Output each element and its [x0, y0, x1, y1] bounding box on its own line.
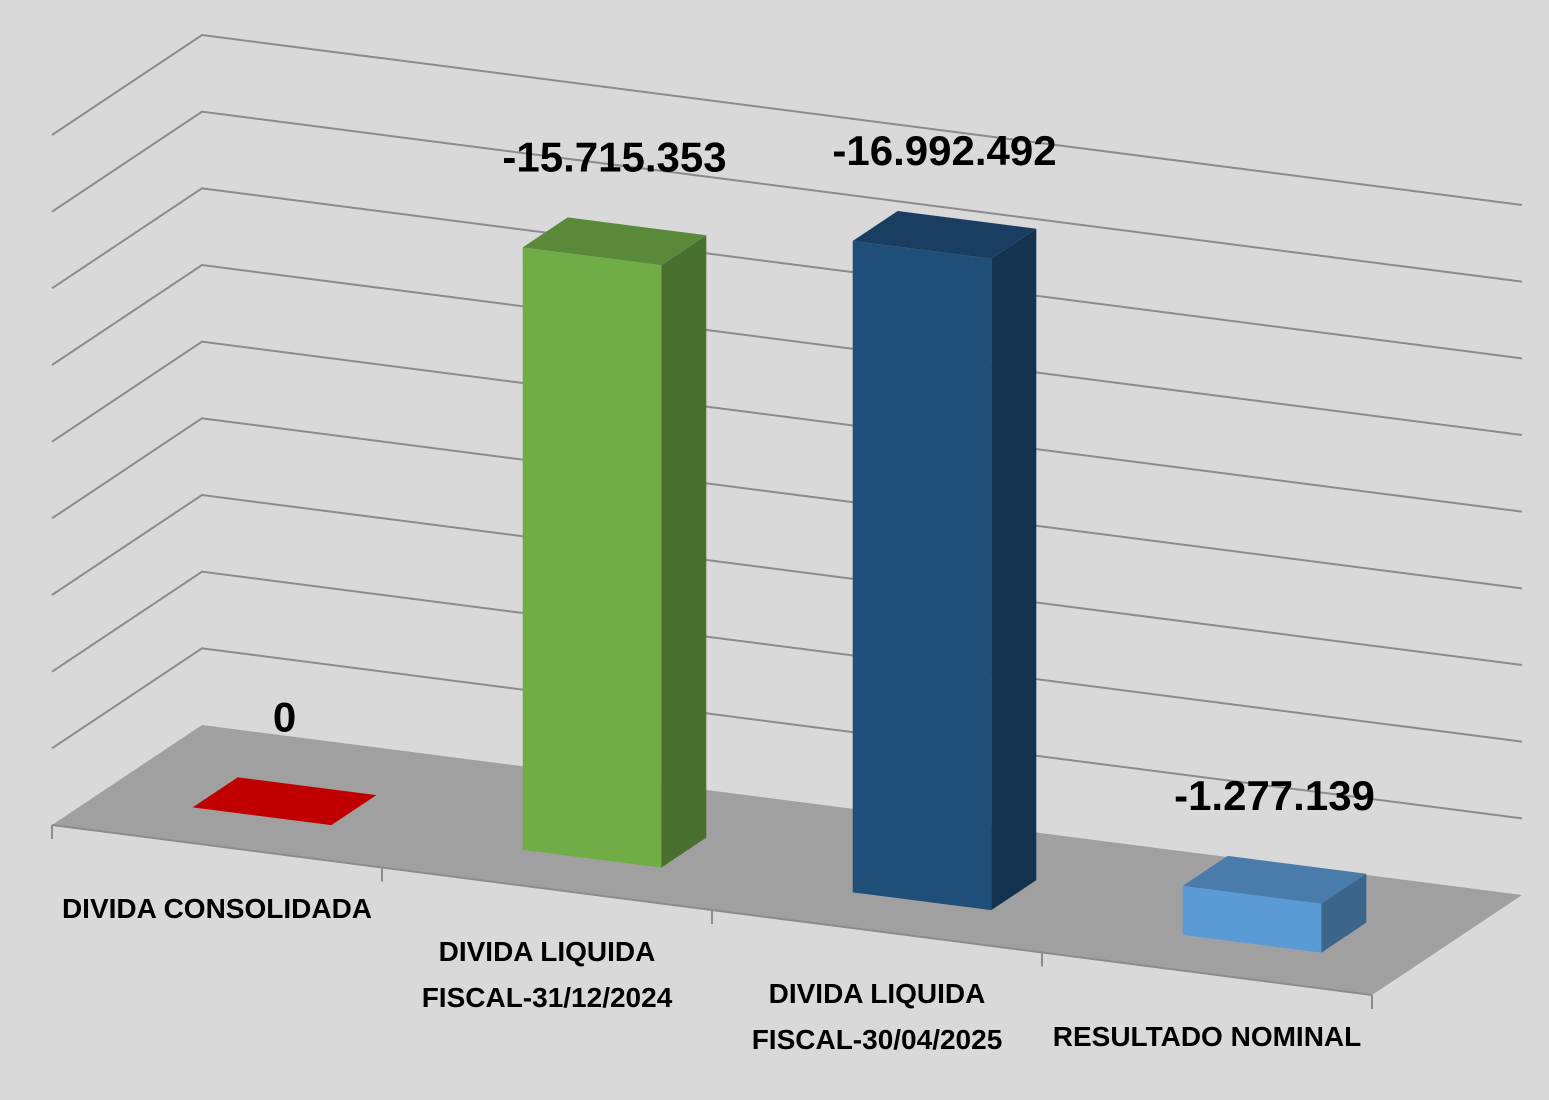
x-tick-label: DIVIDA LIQUIDA FISCAL-31/12/2024	[421, 935, 673, 1013]
floor	[52, 725, 1522, 995]
bar-side	[661, 235, 707, 868]
bar	[1182, 855, 1367, 953]
grid-line	[51, 263, 1523, 436]
grid-line	[51, 570, 1523, 743]
x-tick-label: DIVIDA LIQUIDA FISCAL-30/04/2025	[751, 978, 1003, 1056]
grid-line	[51, 647, 1523, 820]
grid-line	[51, 493, 1523, 666]
grid-line	[51, 340, 1523, 513]
grid-line	[51, 110, 1523, 283]
data-label: 0	[273, 693, 296, 740]
grid-line	[51, 417, 1523, 590]
bar-front	[1182, 885, 1322, 953]
bar-top	[192, 777, 377, 826]
grid-line	[51, 33, 1523, 206]
bar-top	[1182, 855, 1367, 904]
x-tick-label: DIVIDA CONSOLIDADA	[61, 893, 373, 925]
grid-line	[51, 187, 1523, 360]
bar-top	[852, 210, 1037, 259]
data-label: -15.715.353	[502, 133, 726, 180]
bar-top	[522, 217, 707, 266]
bar	[852, 210, 1037, 911]
bar-front	[522, 247, 662, 868]
bar-front	[852, 240, 992, 911]
data-label: -1.277.139	[1174, 772, 1375, 819]
x-axis	[51, 824, 1373, 996]
bar	[522, 217, 707, 868]
bar-side	[991, 228, 1037, 911]
bar-side	[1321, 873, 1367, 953]
x-tick-label: RESULTADO NOMINAL	[1052, 1020, 1362, 1052]
data-label: -16.992.492	[832, 127, 1056, 174]
bar	[192, 777, 377, 826]
